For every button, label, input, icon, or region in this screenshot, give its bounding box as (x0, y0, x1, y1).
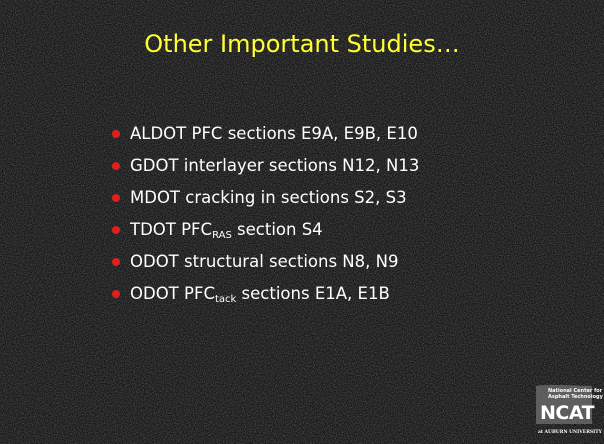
bullet-item: ODOT structural sections N8, N9 (112, 246, 419, 278)
bullet-item: ALDOT PFC sections E9A, E9B, E10 (112, 118, 419, 150)
ncat-logo: National Center for Asphalt Technology N… (532, 384, 596, 440)
bullet-list: ALDOT PFC sections E9A, E9B, E10 GDOT int… (112, 118, 419, 310)
bullet-text: ODOT PFC (130, 284, 215, 303)
logo-line: Asphalt Technology (548, 394, 603, 400)
bullet-text: TDOT PFC (130, 220, 212, 239)
bullet-text: ODOT structural sections N8, N9 (130, 252, 398, 271)
bullet-text: GDOT interlayer sections N12, N13 (130, 156, 419, 175)
bullet-item: ODOT PFCtack sections E1A, E1B (112, 278, 419, 310)
logo-footer: at AUBURN UNIVERSITY (538, 430, 602, 435)
bullet-text: MDOT cracking in sections S2, S3 (130, 188, 407, 207)
bullet-item: MDOT cracking in sections S2, S3 (112, 182, 419, 214)
bullet-item: TDOT PFCRAS section S4 (112, 214, 419, 246)
logo-name: NCAT (540, 402, 594, 424)
bullet-text: section S4 (232, 220, 323, 239)
bullet-text: ALDOT PFC sections E9A, E9B, E10 (130, 124, 418, 143)
slide: Other Important Studies… ALDOT PFC secti… (0, 0, 604, 444)
bullet-text: sections E1A, E1B (236, 284, 389, 303)
bullet-subscript: RAS (212, 230, 232, 241)
bullet-subscript: tack (215, 294, 236, 305)
slide-title: Other Important Studies… (0, 30, 604, 58)
bullet-item: GDOT interlayer sections N12, N13 (112, 150, 419, 182)
